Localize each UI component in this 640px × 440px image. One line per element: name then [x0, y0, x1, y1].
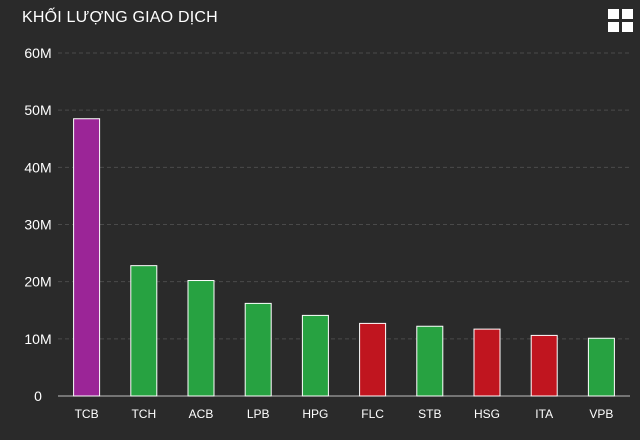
grid-cell: [622, 22, 633, 32]
bar-hsg: [473, 328, 501, 397]
x-tick-label: VPB: [589, 407, 613, 421]
y-tick-label: 0: [34, 388, 42, 404]
bar-vpb: [587, 337, 615, 397]
y-tick-label: 40M: [24, 159, 51, 175]
grid-menu-icon[interactable]: [605, 5, 635, 35]
x-tick-label: HSG: [474, 407, 500, 421]
grid-cell: [622, 9, 633, 19]
x-tick-label: ACB: [189, 407, 214, 421]
x-tick-label: STB: [418, 407, 441, 421]
bar-stb: [416, 325, 444, 397]
y-tick-label: 10M: [24, 331, 51, 347]
chart-title: KHỐI LƯỢNG GIAO DỊCH: [22, 9, 218, 26]
y-tick-label: 50M: [24, 102, 51, 118]
x-tick-label: ITA: [535, 407, 553, 421]
bar-tch: [130, 265, 158, 397]
y-tick-label: 30M: [24, 217, 51, 233]
x-tick-label: TCH: [131, 407, 156, 421]
x-tick-label: FLC: [361, 407, 384, 421]
x-tick-label: TCB: [75, 407, 99, 421]
x-tick-label: HPG: [302, 407, 328, 421]
bar-lpb: [244, 302, 272, 397]
x-tick-label: LPB: [247, 407, 270, 421]
y-tick-label: 60M: [24, 45, 51, 61]
grid-cell: [608, 9, 619, 19]
bar-flc: [359, 322, 387, 397]
bar-ita: [530, 334, 558, 397]
bar-tcb: [73, 118, 101, 397]
grid-cell: [608, 22, 619, 32]
bar-acb: [187, 280, 215, 397]
bar-hpg: [301, 314, 329, 397]
y-tick-label: 20M: [24, 274, 51, 290]
